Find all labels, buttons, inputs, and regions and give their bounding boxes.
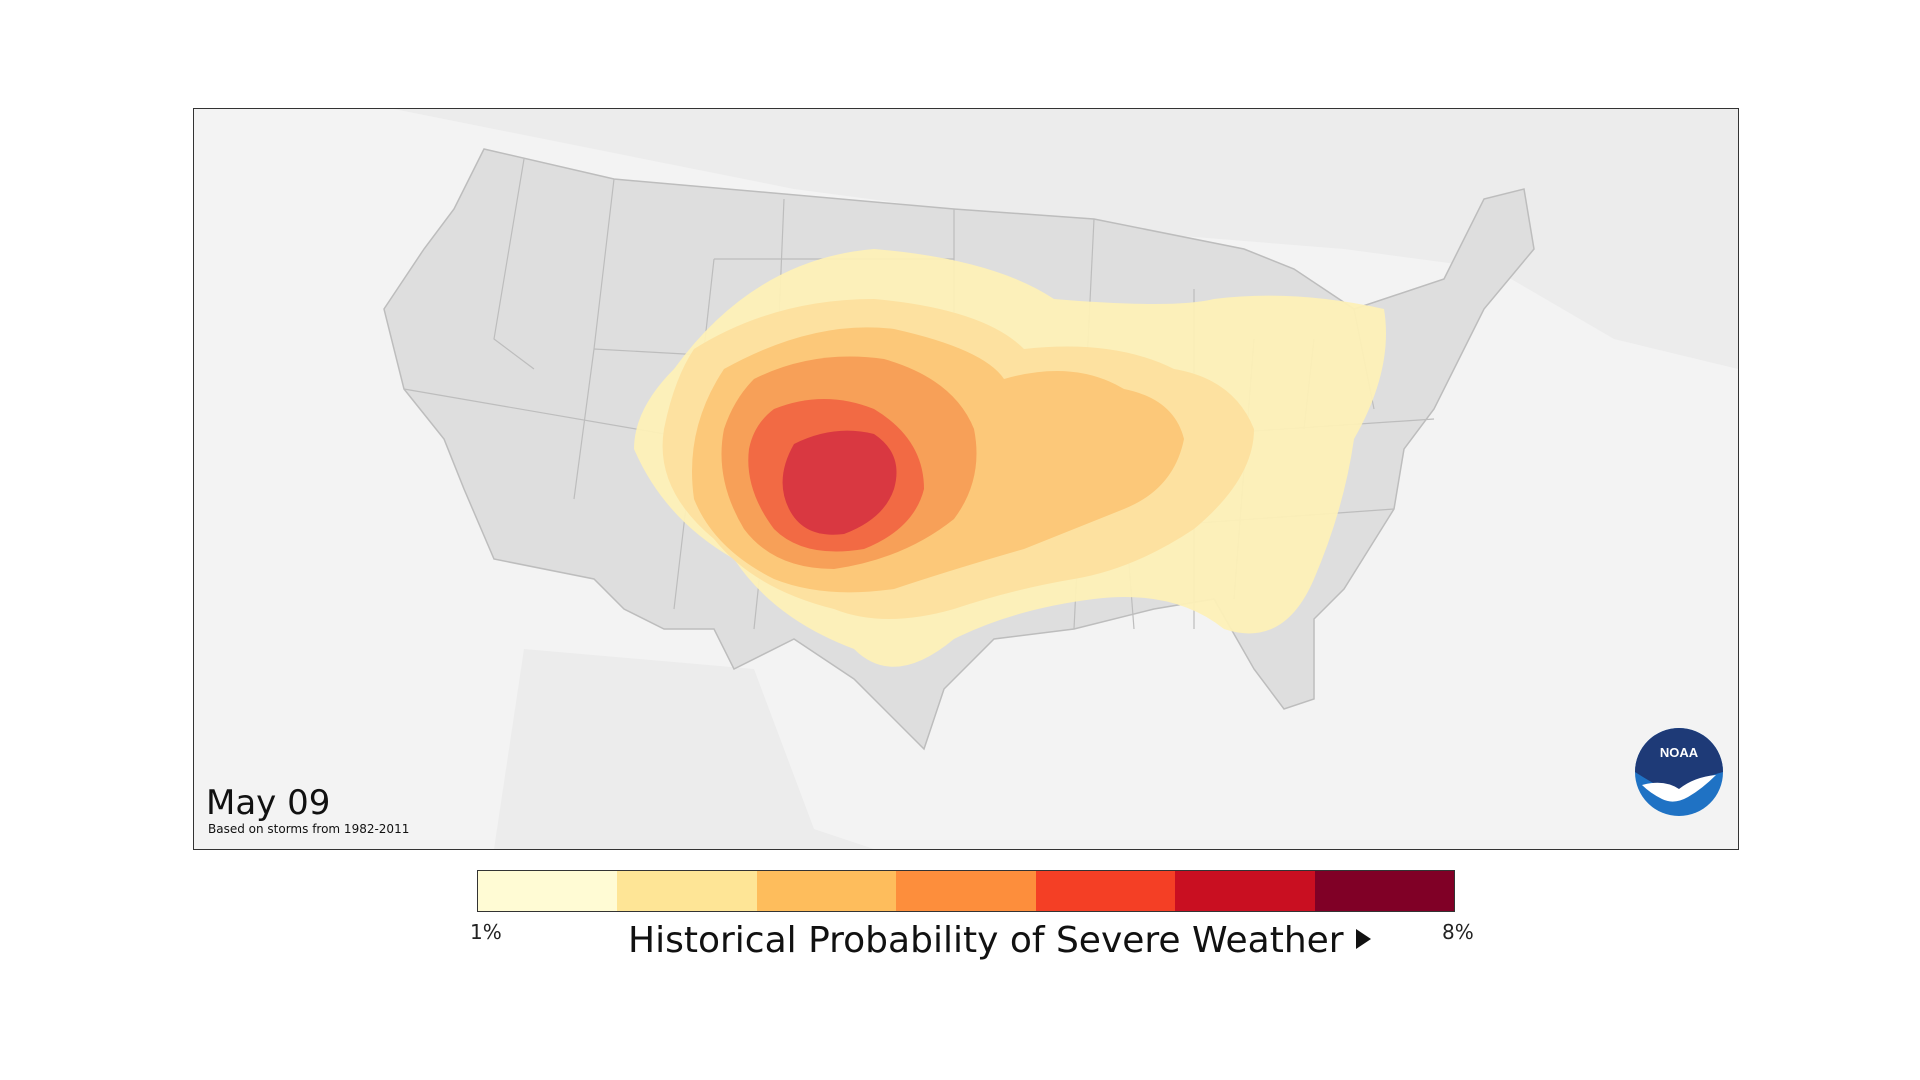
legend-max-label: 8% (1442, 920, 1474, 944)
legend-min-label: 1% (470, 920, 502, 944)
canada-landmass (394, 109, 1738, 369)
noaa-logo-icon: NOAA (1635, 728, 1723, 816)
map-panel: May 09 Based on storms from 1982-2011 NO… (193, 108, 1739, 850)
map-date-label: May 09 (206, 783, 331, 823)
severe-weather-map (383, 109, 1738, 849)
legend-swatch-1 (478, 871, 618, 911)
legend-swatch-7 (1314, 871, 1454, 911)
legend-swatch-5 (1035, 871, 1176, 911)
svg-text:NOAA: NOAA (1660, 745, 1699, 760)
map-subtitle: Based on storms from 1982-2011 (208, 822, 410, 836)
legend-swatch-2 (617, 871, 757, 911)
legend-swatch-3 (756, 871, 897, 911)
legend-swatch-6 (1175, 871, 1315, 911)
legend-title-text: Historical Probability of Severe Weather (628, 920, 1344, 961)
probability-contours (634, 249, 1386, 667)
legend-color-scale (477, 870, 1455, 912)
mexico-landmass (494, 649, 874, 849)
legend-swatch-4 (896, 871, 1036, 911)
contour-6-percent (782, 430, 897, 535)
play-arrow-icon (1355, 929, 1371, 949)
legend-title: Historical Probability of Severe Weather (628, 920, 1371, 961)
